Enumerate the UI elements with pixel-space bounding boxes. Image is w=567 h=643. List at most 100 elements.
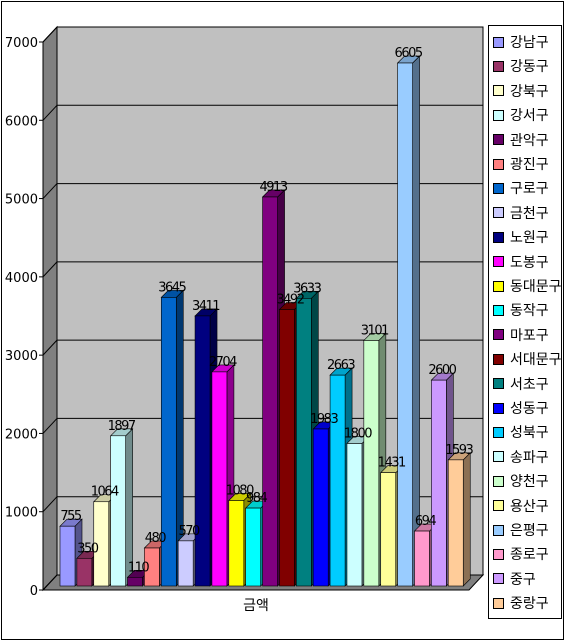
- legend-item: 광진구: [493, 153, 549, 175]
- legend-label: 광진구: [510, 157, 549, 173]
- y-tick-label: 7000: [5, 36, 38, 51]
- legend-swatch: [493, 36, 504, 48]
- legend-label: 동대문구: [510, 279, 562, 295]
- bar-front: [380, 472, 397, 587]
- data-label: 1080: [226, 483, 254, 498]
- bar-front: [363, 340, 380, 587]
- bar-front: [160, 297, 177, 587]
- legend-swatch: [493, 280, 504, 292]
- legend-item: 송파구: [493, 446, 549, 468]
- legend-swatch: [493, 256, 504, 268]
- bar-front: [93, 501, 110, 587]
- legend-item: 중구: [493, 568, 536, 590]
- bar-front: [312, 428, 329, 587]
- legend-item: 종로구: [493, 543, 549, 565]
- y-tick-label: 0: [30, 584, 38, 599]
- data-label: 480: [145, 531, 167, 546]
- bar-front: [177, 540, 194, 587]
- gridline-side: [42, 26, 58, 43]
- legend-label: 구로구: [510, 181, 549, 198]
- legend-label: 종로구: [510, 547, 549, 564]
- data-label: 1593: [445, 443, 473, 458]
- legend-label: 성북구: [510, 425, 549, 442]
- bar-front: [296, 298, 312, 587]
- legend-label: 도봉구: [510, 254, 549, 271]
- data-label: 6605: [395, 46, 423, 61]
- legend-swatch: [493, 329, 504, 341]
- legend-swatch: [493, 524, 504, 536]
- legend-swatch: [493, 207, 504, 219]
- data-label: 2600: [428, 363, 456, 378]
- data-label: 3633: [293, 281, 321, 296]
- legend-label: 중구: [510, 571, 536, 588]
- legend-swatch: [493, 231, 504, 243]
- y-tick-label: 2000: [5, 427, 38, 442]
- data-label: 3101: [361, 323, 389, 338]
- legend-label: 강남구: [510, 35, 549, 51]
- legend-swatch: [493, 182, 504, 194]
- bar-side: [412, 55, 420, 587]
- data-label: 2704: [209, 355, 237, 370]
- legend-item: 중랑구: [493, 592, 549, 614]
- y-tick-label: 3000: [5, 349, 38, 364]
- bar-front: [127, 576, 143, 587]
- legend-item: 성북구: [493, 421, 549, 443]
- data-label: 110: [128, 560, 150, 575]
- legend-swatch: [493, 451, 504, 463]
- data-label: 2663: [327, 358, 355, 373]
- bar: [160, 289, 185, 587]
- legend-label: 성동구: [510, 401, 549, 417]
- side-wall: [42, 25, 58, 592]
- data-label: 570: [178, 524, 200, 539]
- y-tick-label: 1000: [5, 506, 38, 521]
- legend-item: 동대문구: [493, 275, 562, 297]
- legend-item: 구로구: [493, 177, 549, 199]
- legend-item: 강서구: [493, 104, 549, 126]
- legend-label: 노원구: [510, 230, 549, 247]
- data-label: 3492: [276, 292, 303, 307]
- legend-item: 관악구: [493, 129, 549, 151]
- legend-label: 서대문구: [510, 352, 562, 369]
- legend-swatch: [493, 353, 504, 365]
- legend-item: 은평구: [493, 519, 549, 541]
- bar-front: [76, 557, 93, 587]
- y-tick-label: 6000: [5, 114, 38, 129]
- legend-item: 강남구: [493, 31, 549, 53]
- legend-label: 송파구: [510, 449, 549, 466]
- legend-item: 용산구: [493, 495, 549, 517]
- bar: [447, 452, 471, 587]
- bar-front: [262, 196, 278, 587]
- legend-item: 마포구: [493, 324, 549, 346]
- legend-label: 관악구: [510, 132, 549, 149]
- bar-front: [431, 379, 447, 587]
- bar-front: [245, 507, 261, 587]
- data-label: 1800: [344, 426, 372, 441]
- gridline-side: [42, 183, 58, 199]
- bar-chart: 0 1000 2000 3000 4000 5000 6000 7000 755 350 1064…: [5, 25, 485, 614]
- legend-label: 중랑구: [510, 596, 549, 613]
- bar-front: [228, 500, 245, 587]
- legend-swatch: [493, 304, 504, 316]
- bar: [109, 428, 134, 587]
- legend-swatch: [493, 548, 504, 560]
- legend-label: 강동구: [510, 59, 549, 76]
- gridline-side: [42, 496, 58, 513]
- data-label: 4913: [260, 180, 288, 195]
- legend-swatch: [493, 109, 504, 121]
- bar-front: [194, 315, 211, 587]
- legend-label: 용산구: [510, 498, 549, 515]
- legend-item: 노원구: [493, 226, 549, 248]
- bar-front: [447, 459, 464, 587]
- gridline-side: [42, 104, 58, 121]
- bar-front: [144, 547, 160, 587]
- legend-label: 동작구: [510, 303, 549, 320]
- data-label: 984: [246, 491, 268, 506]
- legend-swatch: [493, 475, 504, 487]
- category-label: 금액: [243, 598, 269, 614]
- y-tick-label: 5000: [5, 193, 38, 208]
- legend-swatch: [493, 573, 504, 585]
- legend-swatch: [493, 426, 504, 438]
- bar: [396, 55, 421, 587]
- bar-front: [279, 309, 295, 587]
- data-label: 694: [415, 514, 437, 529]
